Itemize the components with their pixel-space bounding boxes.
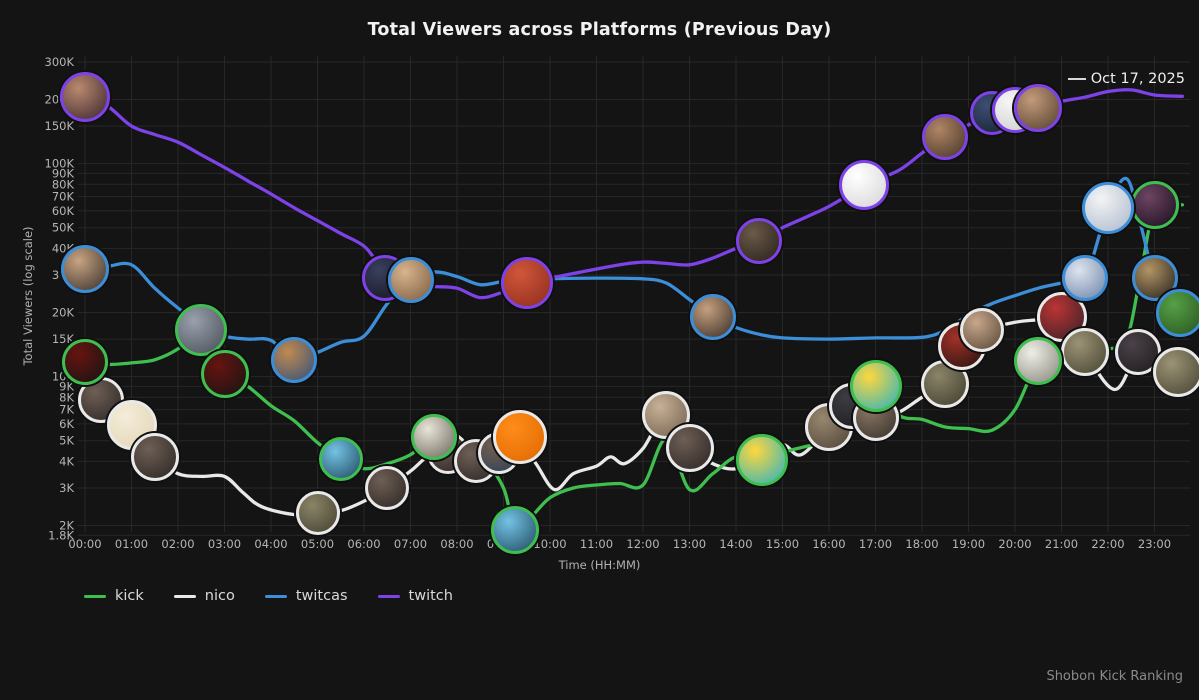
legend-item-twitch[interactable]: twitch [377, 588, 453, 604]
y-tick-label: 8K [59, 390, 74, 404]
avatar-twitcas-streamer-anime-girl-brown-hair[interactable] [387, 256, 434, 303]
y-tick-label: 80K [52, 177, 75, 191]
x-tick-label: 03:00 [208, 537, 241, 551]
avatar-kick-streamer-rabbit-in-frame[interactable] [410, 414, 457, 461]
x-tick-label: 01:00 [115, 537, 148, 551]
footer-credit: Shobon Kick Ranking [1046, 669, 1183, 684]
y-tick-label: 50K [52, 221, 75, 235]
date-text: Oct 17, 2025 [1090, 71, 1185, 87]
x-tick-label: 11:00 [580, 537, 613, 551]
avatar-twitch-streamer-red-screaming-face[interactable] [500, 257, 553, 310]
x-tick-label: 14:00 [719, 537, 752, 551]
avatar-twitcas-streamer-man-colorful[interactable] [271, 336, 318, 383]
twitcas-line [83, 176, 1185, 362]
x-tick-label: 06:00 [347, 537, 380, 551]
avatar-kick-streamer-black-figure-red-hat[interactable] [62, 339, 108, 386]
avatar-twitcas-streamer-man-glasses-beard[interactable] [689, 294, 736, 341]
avatar-kick-streamer-black-figure-red-hat[interactable] [200, 349, 249, 398]
kick-line-swatch-icon [84, 594, 106, 598]
avatar-twitch-streamer-man-face[interactable] [922, 114, 969, 161]
avatar-kick-streamer-blue-haired-anime-girl[interactable] [318, 437, 363, 482]
y-tick-label: 4K [59, 454, 74, 468]
chart-title: Total Viewers across Platforms (Previous… [367, 20, 832, 40]
avatar-kick-streamer-purple-lit-face[interactable] [1130, 180, 1179, 229]
legend: kick nico twitcas twitch [84, 588, 453, 604]
legend-item-kick[interactable]: kick [84, 588, 144, 604]
y-tick-label: 300K [45, 55, 75, 69]
x-tick-label: 20:00 [998, 537, 1031, 551]
x-tick-label: 22:00 [1091, 537, 1124, 551]
twitch-line-swatch-icon [377, 594, 400, 598]
y-tick-label: 5K [59, 434, 74, 448]
avatar-twitch-streamer-white-sketch[interactable] [838, 160, 889, 211]
legend-item-twitcas[interactable]: twitcas [264, 588, 348, 604]
x-tick-label: 02:00 [161, 537, 194, 551]
avatar-nico-streamer-military-person[interactable] [295, 490, 340, 535]
avatar-twitcas-streamer-man-with-glasses[interactable] [61, 245, 109, 294]
avatar-kick-streamer-yellow-duck-cartoon[interactable] [735, 434, 788, 487]
x-tick-label: 05:00 [301, 537, 334, 551]
avatar-nico-streamer-orange-tv-icon[interactable] [492, 410, 547, 465]
x-tick-label: 08:00 [440, 537, 473, 551]
avatar-twitcas-streamer-white-creature[interactable] [1082, 181, 1134, 234]
x-tick-label: 12:00 [626, 537, 659, 551]
avatar-kick-streamer-duck-cartoon-text[interactable] [849, 360, 902, 413]
avatar-kick-streamer-blue-haired-anime-girl[interactable] [491, 506, 540, 555]
x-tick-label: 19:00 [952, 537, 985, 551]
x-tick-label: 15:00 [766, 537, 799, 551]
date-dash-icon [1067, 78, 1086, 80]
avatar-nico-streamer-two-military-people[interactable] [1060, 328, 1109, 377]
y-tick-label: 70K [52, 190, 75, 204]
avatar-twitcas-streamer-white-haired-anime-boy[interactable] [1061, 255, 1108, 302]
y-tick-label: 60K [52, 204, 75, 218]
x-tick-label: 23:00 [1138, 537, 1171, 551]
avatar-nico-streamer-dark-haired-girl[interactable] [365, 466, 410, 510]
x-tick-label: 16:00 [812, 537, 845, 551]
avatar-twitch-streamer-photo-woman[interactable] [60, 72, 110, 123]
x-tick-label: 18:00 [905, 537, 938, 551]
y-axis-label: Total Viewers (log scale) [21, 226, 35, 366]
avatar-nico-streamer-dark-haired-girl[interactable] [665, 424, 714, 473]
avatar-kick-streamer-robot-mech[interactable] [175, 304, 228, 357]
x-tick-label: 10:00 [533, 537, 566, 551]
nico-line [83, 313, 1180, 517]
twitcas-line-swatch-icon [264, 594, 287, 598]
nico-line-swatch-icon [173, 594, 196, 598]
y-tick-label: 7K [59, 403, 74, 417]
y-tick-label: 15K [52, 332, 75, 346]
x-tick-label: 07:00 [394, 537, 427, 551]
avatar-nico-streamer-girl[interactable] [960, 308, 1005, 353]
x-tick-label: 21:00 [1045, 537, 1078, 551]
avatar-nico-streamer-dark-haired-girl[interactable] [130, 432, 179, 481]
y-tick-label: 150K [45, 119, 75, 133]
x-tick-label: 13:00 [673, 537, 706, 551]
avatar-kick-streamer-white-rabbit-puppet[interactable] [1014, 337, 1063, 386]
y-tick-label: 6K [59, 417, 74, 431]
x-tick-label: 17:00 [859, 537, 892, 551]
y-tick-label: 100K [45, 157, 75, 171]
date-annotation: Oct 17, 2025 [1067, 71, 1185, 87]
y-tick-label: 2K [59, 519, 74, 533]
avatar-twitch-streamer-dark-scene[interactable] [736, 217, 783, 264]
avatar-twitch-streamer-woman-face[interactable] [1014, 83, 1063, 132]
avatar-nico-streamer-two-military-people[interactable] [1152, 347, 1199, 398]
x-axis-label: Time (HH:MM) [558, 558, 641, 572]
y-tick-label: 20K [52, 306, 75, 320]
y-tick-label: 1.8K [48, 528, 74, 542]
y-tick-label: 9K [59, 379, 74, 393]
x-tick-label: 00:00 [68, 537, 101, 551]
y-tick-label: 90K [52, 166, 75, 180]
legend-item-nico[interactable]: nico [173, 588, 235, 604]
x-tick-label: 04:00 [254, 537, 287, 551]
y-tick-label: 3K [59, 481, 74, 495]
avatar-twitcas-streamer-boy-green-cap[interactable] [1156, 288, 1199, 337]
